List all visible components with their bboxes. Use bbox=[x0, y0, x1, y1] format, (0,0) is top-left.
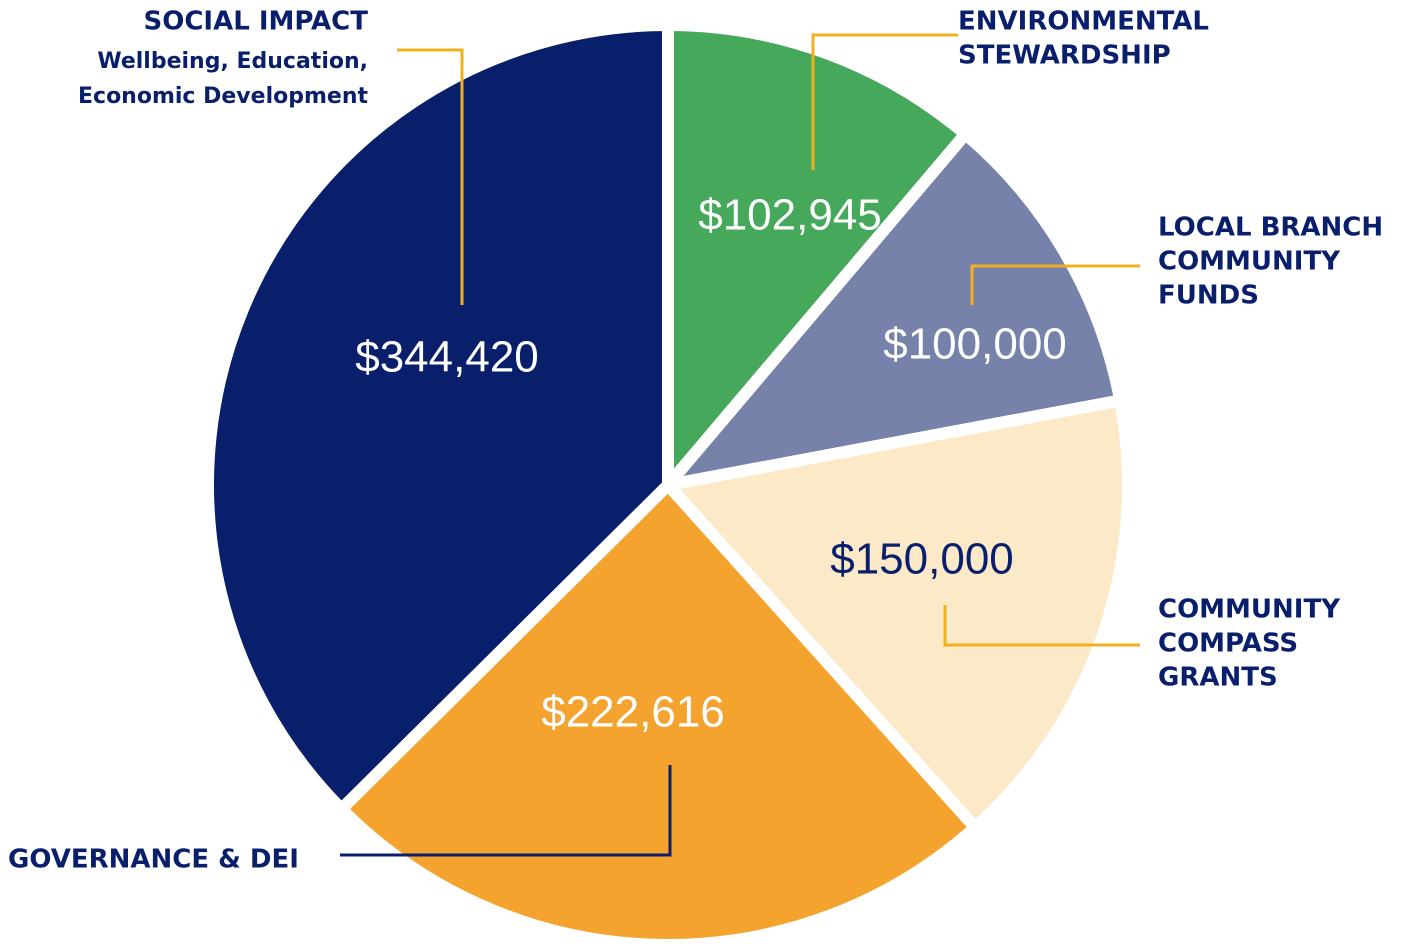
value-label: $222,616 bbox=[541, 688, 725, 737]
category-label: GOVERNANCE & DEI bbox=[8, 845, 299, 875]
leader-line bbox=[970, 264, 1140, 305]
category-label: GRANTS bbox=[1158, 663, 1278, 693]
category-label: ENVIRONMENTAL bbox=[958, 7, 1209, 37]
category-label: LOCAL BRANCH bbox=[1158, 213, 1383, 243]
category-label: COMPASS bbox=[1158, 629, 1298, 659]
value-label: $150,000 bbox=[830, 535, 1014, 584]
pie-slice bbox=[662, 128, 1127, 491]
category-note: Economic Development bbox=[78, 84, 368, 109]
leader-line bbox=[340, 765, 672, 857]
pie-slice bbox=[662, 394, 1134, 834]
category-label: COMMUNITY bbox=[1158, 595, 1341, 625]
leader-line bbox=[811, 33, 958, 170]
value-label: $344,420 bbox=[355, 333, 539, 382]
value-label: $102,945 bbox=[698, 191, 882, 240]
leader-line bbox=[943, 605, 1140, 647]
category-label: COMMUNITY bbox=[1158, 247, 1341, 277]
pie-slice bbox=[202, 19, 674, 815]
category-label: SOCIAL IMPACT bbox=[144, 7, 369, 37]
pie-slice bbox=[662, 19, 972, 491]
category-note: Wellbeing, Education, bbox=[97, 49, 368, 74]
category-label: STEWARDSHIP bbox=[958, 41, 1171, 71]
leader-line bbox=[397, 48, 464, 305]
value-label: $100,000 bbox=[883, 320, 1067, 369]
category-label: FUNDS bbox=[1158, 281, 1259, 311]
pie-slice bbox=[335, 479, 982, 948]
